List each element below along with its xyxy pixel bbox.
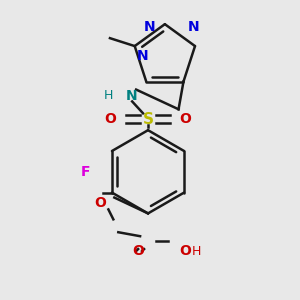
Text: N: N [126,88,138,103]
Text: N: N [136,49,148,63]
Text: S: S [142,112,154,127]
Text: H: H [104,89,113,102]
Text: N: N [143,20,155,34]
Text: O: O [132,244,144,258]
Text: F: F [81,165,91,179]
Text: O: O [180,244,192,258]
Text: O: O [104,112,116,126]
Text: N: N [188,20,199,34]
Text: O: O [180,112,192,126]
Text: H: H [192,244,201,258]
Text: O: O [94,196,106,209]
